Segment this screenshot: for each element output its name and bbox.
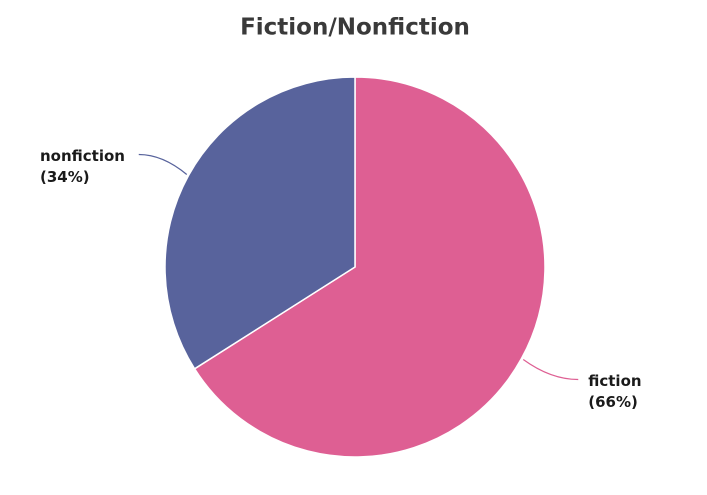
slice-label: fiction: [588, 372, 641, 390]
slice-value-label: (34%): [40, 168, 90, 186]
leader-line: [522, 359, 579, 381]
pie-slice: [193, 76, 546, 458]
leader-line: [138, 153, 188, 175]
slice-label: nonfiction: [40, 147, 125, 165]
pie-slice: [164, 76, 356, 370]
chart-title: Fiction/Nonfiction: [240, 15, 470, 41]
slice-value-label: (66%): [588, 393, 638, 411]
